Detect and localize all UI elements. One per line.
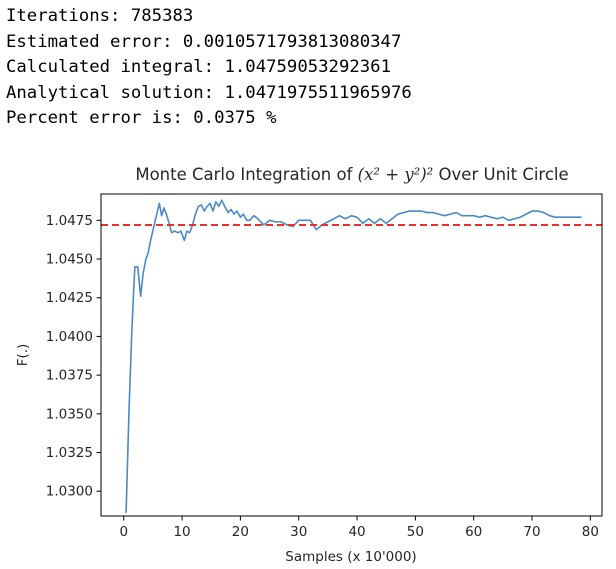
- x-tick-label: 20: [232, 524, 249, 540]
- x-tick-label: 50: [407, 524, 424, 540]
- console-line-analytical-solution: Analytical solution: 1.0471975511965976: [6, 81, 412, 107]
- iterations-label: Iterations:: [6, 6, 121, 26]
- console-line-iterations: Iterations: 785383: [6, 4, 412, 30]
- y-tick-label: 1.0350: [46, 406, 93, 422]
- analytical-solution-value: 1.0471975511965976: [224, 82, 412, 103]
- y-tick-label: 1.0475: [46, 213, 93, 229]
- x-tick-label: 0: [119, 524, 128, 540]
- y-tick-label: 1.0400: [46, 329, 93, 345]
- x-axis-label: Samples (x 10'000): [285, 549, 416, 565]
- plot-frame: [100, 193, 603, 517]
- chart-title-prefix: Monte Carlo Integration of: [135, 165, 357, 184]
- calculated-integral-value: 1.04759053292361: [224, 57, 391, 78]
- iterations-value: 785383: [130, 6, 194, 26]
- console-line-calculated-integral: Calculated integral: 1.04759053292361: [6, 55, 412, 81]
- estimate-series-line: [125, 199, 582, 513]
- chart-title-math: (x² + y²)²: [358, 165, 434, 184]
- x-tick-label: 30: [290, 524, 307, 540]
- y-tick-label: 1.0375: [46, 368, 93, 384]
- chart-title-suffix: Over Unit Circle: [433, 165, 568, 184]
- x-tick-label: 80: [582, 524, 599, 540]
- x-tick-label: 70: [523, 524, 540, 540]
- y-tick-label: 1.0450: [46, 252, 93, 268]
- series-layer: [101, 199, 602, 513]
- y-tick-label: 1.0325: [46, 445, 93, 461]
- y-axis-label: F(.): [15, 344, 31, 367]
- console-output: Iterations: 785383 Estimated error: 0.00…: [6, 4, 412, 132]
- x-tick-label: 40: [348, 524, 365, 540]
- percent-error-label: Percent error is:: [6, 108, 183, 129]
- analytical-solution-label: Analytical solution:: [6, 82, 215, 103]
- x-tick-label: 60: [465, 524, 482, 540]
- y-axis-ticks: 1.0300 1.0325 1.0350 1.0375 1.0400 1.0425 1.04…: [46, 213, 101, 500]
- x-tick-label: 10: [173, 524, 190, 540]
- y-tick-label: 1.0425: [46, 290, 93, 306]
- console-line-estimated-error: Estimated error: 0.0010571793813080347: [6, 30, 412, 56]
- calculated-integral-label: Calculated integral:: [6, 57, 215, 78]
- chart-title: Monte Carlo Integration of (x² + y²)² Ov…: [135, 165, 568, 184]
- y-tick-label: 1.0300: [46, 484, 93, 500]
- percent-error-value: 0.0375 %: [193, 108, 277, 129]
- x-axis-ticks: 0 10 20 30 40 50 60 70 80: [119, 516, 599, 540]
- estimated-error-value: 0.0010571793813080347: [182, 31, 402, 52]
- estimated-error-label: Estimated error:: [6, 31, 173, 52]
- console-line-percent-error: Percent error is: 0.0375 %: [6, 106, 412, 132]
